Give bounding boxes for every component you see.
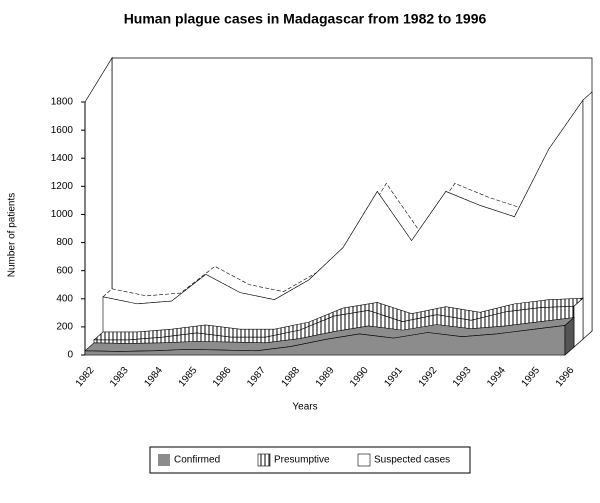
x-tick-label: 1984	[142, 365, 165, 389]
legend-box	[149, 446, 471, 474]
y-tick-label: 1800	[51, 97, 74, 108]
x-tick-label: 1985	[177, 365, 200, 389]
series-end	[564, 316, 575, 356]
y-tick-label: 200	[56, 322, 73, 333]
x-tick-label: 1992	[417, 365, 440, 389]
legend-swatch	[158, 454, 170, 466]
x-tick-label: 1996	[554, 365, 577, 389]
y-tick-label: 1600	[51, 125, 74, 136]
x-axis-title: Years	[292, 402, 317, 413]
chart-title: Human plague cases in Madagascar from 19…	[124, 11, 487, 27]
series-end	[573, 297, 584, 348]
x-tick-label: 1982	[74, 365, 97, 389]
y-axis-title: Number of patients	[7, 193, 18, 278]
y-tick-label: 400	[56, 293, 73, 304]
y-tick-label: 600	[56, 265, 73, 276]
y-tick-label: 800	[56, 237, 73, 248]
y-tick-label: 1200	[51, 181, 74, 192]
x-tick-label: 1994	[485, 365, 508, 389]
legend-swatch	[357, 453, 371, 467]
x-tick-label: 1990	[348, 365, 371, 389]
x-tick-label: 1986	[211, 365, 234, 389]
x-tick-label: 1987	[245, 365, 268, 389]
x-tick-label: 1989	[314, 365, 337, 389]
x-tick-label: 1983	[108, 365, 131, 389]
legend-label: Confirmed	[174, 455, 220, 466]
x-tick-label: 1991	[382, 365, 405, 389]
y-tick-label: 0	[67, 350, 73, 361]
legend-label: Suspected cases	[374, 455, 450, 466]
series-end	[582, 91, 593, 340]
y-tick-label: 1400	[51, 153, 74, 164]
x-tick-label: 1993	[451, 365, 474, 389]
legend-label: Presumptive	[274, 455, 330, 466]
x-tick-label: 1988	[279, 365, 302, 389]
legend-swatch	[257, 453, 271, 467]
x-tick-label: 1995	[519, 365, 542, 389]
y-tick-label: 1000	[51, 209, 74, 220]
